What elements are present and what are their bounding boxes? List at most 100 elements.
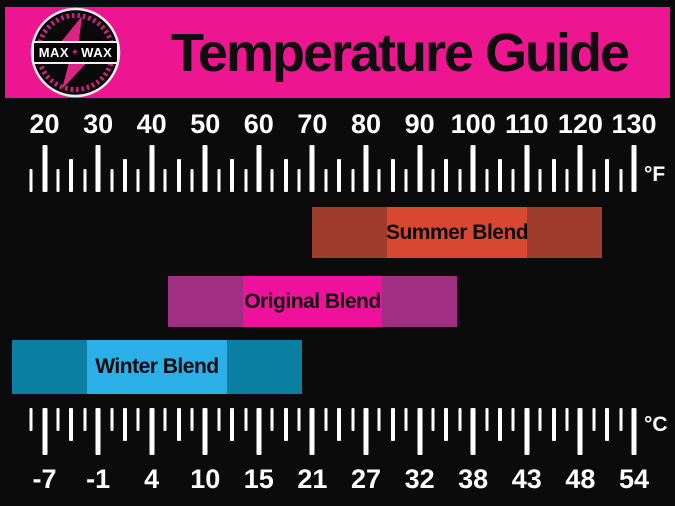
logo-banner: MAX ✦ WAX — [32, 41, 119, 64]
tick-mark — [619, 169, 623, 192]
celsius-major-label: 43 — [511, 464, 542, 494]
tick-mark — [390, 159, 395, 192]
blend-label: Original Blend — [244, 289, 381, 313]
tick-mark — [511, 408, 515, 431]
tick-mark — [122, 408, 127, 441]
tick-mark — [256, 145, 262, 192]
fahrenheit-major-label: 110 — [505, 109, 549, 139]
tick-mark — [605, 408, 610, 441]
fahrenheit-major-label: 60 — [243, 109, 274, 139]
tick-mark — [470, 408, 476, 455]
page-title: Temperature Guide — [170, 22, 630, 83]
tick-mark — [149, 408, 155, 455]
tick-mark — [202, 145, 208, 192]
tick-mark — [110, 169, 113, 192]
tick-mark — [309, 145, 315, 192]
tick-mark — [631, 145, 637, 192]
tick-mark — [404, 408, 408, 431]
fahrenheit-major-label: 130 — [611, 109, 657, 139]
tick-mark — [485, 408, 489, 431]
tick-mark — [283, 159, 288, 192]
tick-mark — [444, 408, 449, 441]
tick-mark — [631, 408, 637, 455]
tick-mark — [190, 169, 194, 192]
tick-mark — [110, 408, 113, 431]
tick-mark — [270, 408, 274, 431]
tick-mark — [283, 408, 288, 441]
tick-mark — [363, 408, 369, 455]
tick-mark — [592, 408, 596, 431]
tick-mark — [324, 408, 328, 431]
celsius-unit-label: °C — [644, 413, 668, 436]
tick-mark — [337, 159, 342, 192]
celsius-major-label: 38 — [458, 464, 489, 494]
tick-mark — [377, 169, 381, 192]
tick-mark — [244, 408, 247, 431]
tick-mark — [363, 145, 369, 192]
tick-mark — [95, 408, 101, 455]
tick-mark — [565, 408, 569, 431]
tick-mark — [244, 169, 247, 192]
tick-mark — [417, 408, 423, 455]
star-divider-icon: ✦ — [71, 47, 80, 57]
blend-label: Summer Blend — [385, 220, 529, 244]
tick-mark — [458, 169, 462, 192]
fahrenheit-major-label: 20 — [29, 109, 60, 139]
tick-mark — [176, 408, 181, 441]
tick-mark — [377, 408, 381, 431]
celsius-scale-labels: -7 -1 4 10 15 21 27 32 38 43 48 54 — [0, 464, 675, 494]
tick-mark — [122, 159, 127, 192]
tick-mark — [42, 145, 47, 192]
logo-text-left: MAX — [38, 45, 70, 60]
tick-mark — [230, 408, 235, 441]
header: MAX ✦ WAX Temperature Guide — [5, 7, 670, 98]
tick-mark — [190, 408, 194, 431]
tick-mark — [551, 159, 556, 192]
tick-mark — [577, 145, 583, 192]
fahrenheit-major-label: 80 — [350, 109, 382, 139]
tick-mark — [470, 145, 476, 192]
fahrenheit-major-label: 70 — [297, 109, 328, 139]
blend-label: Winter Blend — [95, 355, 219, 378]
tick-mark — [404, 169, 408, 192]
tick-mark — [95, 145, 101, 192]
tick-mark — [56, 408, 60, 431]
celsius-major-label: -1 — [86, 464, 111, 494]
tick-mark — [297, 408, 301, 431]
celsius-major-label: 4 — [144, 464, 160, 494]
tick-mark — [217, 408, 221, 431]
fahrenheit-major-label: 90 — [404, 109, 435, 139]
tick-mark — [69, 408, 74, 441]
tick-mark — [83, 169, 87, 192]
tick-mark — [270, 169, 274, 192]
tick-mark — [202, 408, 208, 455]
tick-mark — [337, 408, 342, 441]
winter-blend-bar: Winter Blend — [12, 340, 302, 394]
tick-mark — [83, 408, 87, 431]
tick-mark — [592, 169, 596, 192]
tick-mark — [431, 408, 435, 431]
tick-mark — [56, 169, 60, 192]
fahrenheit-major-label: 120 — [557, 109, 603, 139]
tick-mark — [524, 408, 530, 455]
fahrenheit-major-label: 100 — [450, 109, 496, 139]
celsius-scale-ticks — [0, 408, 675, 455]
fahrenheit-major-label: 30 — [83, 109, 114, 139]
tick-mark — [565, 169, 569, 192]
tick-mark — [390, 408, 395, 441]
tick-mark — [511, 169, 515, 192]
celsius-major-label: -7 — [32, 464, 57, 494]
tick-mark — [619, 408, 623, 431]
tick-mark — [458, 408, 462, 431]
max-wax-logo: MAX ✦ WAX — [30, 7, 121, 98]
tick-mark — [577, 408, 583, 455]
tick-mark — [230, 159, 235, 192]
tick-mark — [551, 408, 556, 441]
tick-mark — [136, 408, 140, 431]
fahrenheit-scale-labels: 20 30 40 50 60 70 80 90 100 110 120 130 — [0, 109, 675, 139]
blend-core-range: Summer Blend — [385, 207, 529, 258]
fahrenheit-scale-ticks — [0, 145, 675, 192]
tick-mark — [417, 145, 423, 192]
logo-text-right: WAX — [81, 45, 113, 60]
